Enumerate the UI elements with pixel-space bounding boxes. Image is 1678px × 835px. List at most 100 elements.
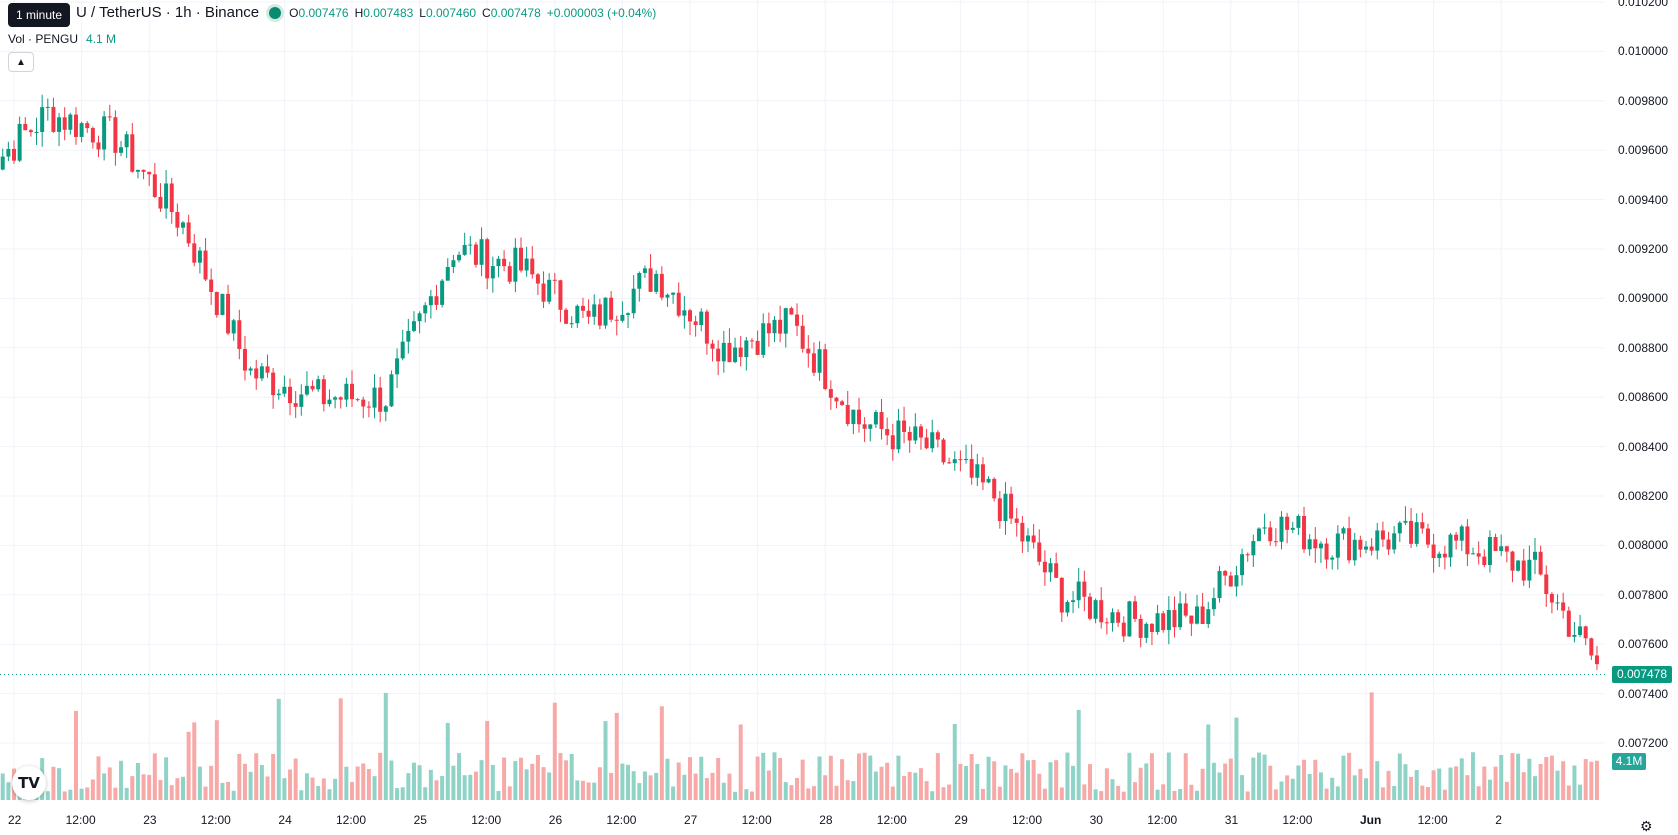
volume-bar	[665, 758, 670, 800]
volume-bar	[231, 790, 236, 800]
volume-bar	[1335, 786, 1340, 800]
volume-bar	[383, 692, 388, 800]
volume-bar	[1172, 790, 1177, 800]
volume-legend[interactable]: Vol · PENGU 4.1 M	[8, 32, 116, 46]
volume-bar	[304, 773, 309, 800]
volume-bar	[169, 785, 174, 800]
candle-body	[1409, 520, 1414, 544]
candle-body	[806, 348, 811, 354]
volume-bar	[541, 767, 546, 800]
volume-bar	[1414, 770, 1419, 800]
volume-bar	[1465, 775, 1470, 800]
volume-bar	[868, 755, 873, 800]
volume-bar	[68, 789, 73, 800]
tradingview-logo-icon[interactable]: TV	[12, 766, 46, 800]
volume-bar	[964, 766, 969, 800]
volume-bar	[1116, 785, 1121, 800]
volume-bar	[1273, 789, 1278, 800]
volume-bar	[614, 712, 619, 800]
volume-bar	[434, 780, 439, 800]
candle-body	[1031, 535, 1036, 543]
volume-bar	[1042, 788, 1047, 800]
volume-bar	[1448, 767, 1453, 800]
price-tick-label: 0.008200	[1618, 489, 1669, 503]
candle-body	[569, 323, 574, 325]
volume-bar	[1296, 765, 1301, 800]
time-tick-label: 12:00	[471, 813, 502, 827]
volume-bar	[626, 764, 631, 800]
candle-body	[389, 374, 394, 407]
candle-body	[502, 258, 507, 267]
volume-bar	[913, 772, 918, 800]
candle-body	[1121, 622, 1126, 637]
volume-bar	[428, 769, 433, 800]
volume-bar	[1104, 768, 1109, 800]
symbol-title[interactable]: U / TetherUS · 1h · Binance	[76, 4, 260, 21]
symbol-legend[interactable]: U / TetherUS · 1h · Binance O0.007476 H0…	[76, 4, 656, 21]
volume-bar	[738, 724, 743, 800]
volume-bar	[124, 787, 129, 800]
time-tick-label: 30	[1089, 813, 1103, 827]
volume-bar	[918, 768, 923, 800]
candle-body	[699, 311, 704, 325]
candle-body	[828, 388, 833, 398]
candle-body	[980, 464, 985, 483]
candle-body	[192, 243, 197, 263]
volume-bar	[1014, 772, 1019, 800]
candle-body	[603, 297, 608, 326]
volume-bar	[513, 761, 518, 800]
candle-body	[535, 274, 540, 284]
volume-bar	[1144, 763, 1149, 800]
volume-bar	[445, 722, 450, 800]
volume-bar	[992, 761, 997, 800]
candle-body	[721, 342, 726, 362]
price-tick-label: 0.008400	[1618, 439, 1669, 454]
volume-bar	[806, 788, 811, 800]
volume-bar	[1279, 781, 1284, 800]
candle-body	[918, 426, 923, 438]
volume-bar	[181, 776, 185, 800]
collapse-legend-button[interactable]: ▲	[8, 52, 34, 72]
candle-body	[671, 292, 676, 295]
volume-bar	[1127, 752, 1132, 800]
gear-icon[interactable]: ⚙	[1640, 818, 1653, 834]
volume-bar	[1183, 753, 1188, 800]
candle-body	[434, 296, 439, 305]
volume-bar	[834, 785, 839, 800]
candle-body	[1487, 537, 1492, 566]
volume-bar	[772, 752, 777, 800]
candle-body	[355, 399, 360, 401]
time-tick-label: Jun	[1360, 813, 1382, 827]
candle-body	[564, 309, 569, 324]
volume-bar	[338, 698, 343, 800]
candle-body	[614, 319, 619, 321]
candle-body	[0, 156, 5, 170]
time-tick-label: 12:00	[741, 813, 772, 827]
volume-bar	[1037, 773, 1042, 800]
time-tick-label: 26	[548, 813, 563, 827]
volume-bar	[1504, 781, 1509, 800]
volume-bar	[823, 775, 828, 800]
candle-body	[6, 148, 11, 157]
volume-bar	[344, 766, 349, 800]
volume-bar	[96, 756, 101, 800]
candle-body	[1020, 522, 1025, 542]
volume-bar	[671, 786, 676, 800]
volume-bar	[271, 754, 276, 800]
volume-bar	[192, 722, 197, 800]
market-status-icon[interactable]	[269, 6, 282, 19]
candle-body	[445, 266, 450, 281]
change-value: +0.000003 (+0.04%)	[546, 5, 657, 20]
candle-body	[1555, 602, 1560, 604]
time-tick-label: 31	[1224, 813, 1239, 827]
volume-bar	[141, 774, 146, 800]
volume-bar	[90, 779, 95, 800]
candle-body	[513, 247, 518, 282]
volume-bar	[113, 787, 118, 800]
volume-bar	[586, 782, 591, 800]
candle-body	[873, 412, 878, 425]
candle-body	[1048, 563, 1053, 573]
candle-body	[547, 279, 552, 302]
candle-body	[1262, 527, 1267, 529]
